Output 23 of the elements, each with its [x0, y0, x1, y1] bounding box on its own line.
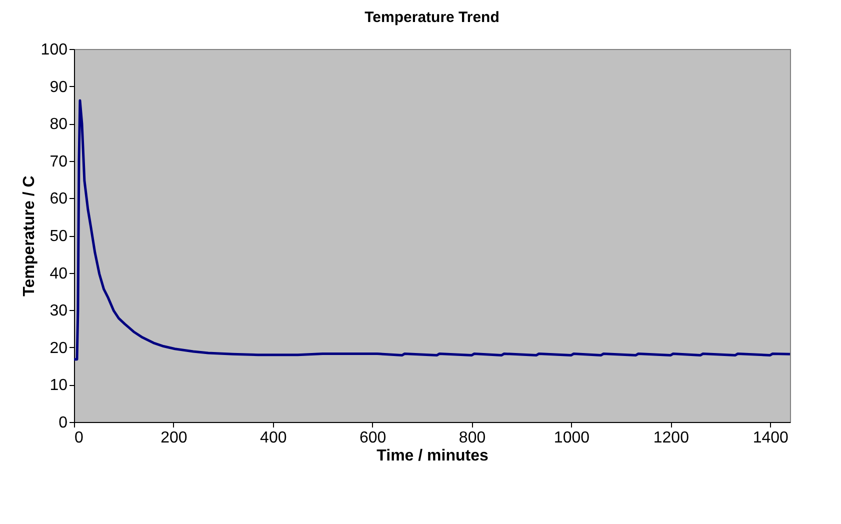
y-tick-label: 0	[58, 414, 68, 432]
x-axis-title: Time / minutes	[376, 448, 488, 464]
y-tick-label: 80	[50, 116, 68, 134]
x-tick-label: 400	[260, 430, 287, 446]
x-tick-label: 800	[458, 430, 486, 446]
y-tick-label: 100	[40, 42, 68, 58]
y-tick-label: 30	[50, 302, 68, 320]
x-tick-label: 1400	[752, 430, 789, 446]
line-series	[72, 99, 792, 361]
x-tick-label: 600	[359, 430, 386, 446]
x-tick-label: 200	[160, 430, 188, 446]
y-tick-label: 60	[50, 190, 68, 208]
chart-title: Temperature Trend	[364, 9, 500, 26]
y-tick-label: 40	[50, 265, 68, 282]
y-tick-label: 10	[50, 377, 68, 394]
x-tick-label: 1000	[554, 430, 590, 446]
y-axis-title: Temperature / C	[20, 175, 38, 296]
y-tick-label: 90	[50, 78, 68, 96]
y-tick-label: 20	[50, 340, 68, 357]
y-tick-label: 70	[50, 153, 68, 170]
x-tick-label: 0	[74, 430, 84, 446]
x-tick-label: 1200	[653, 430, 690, 446]
y-tick-label: 50	[50, 228, 68, 245]
